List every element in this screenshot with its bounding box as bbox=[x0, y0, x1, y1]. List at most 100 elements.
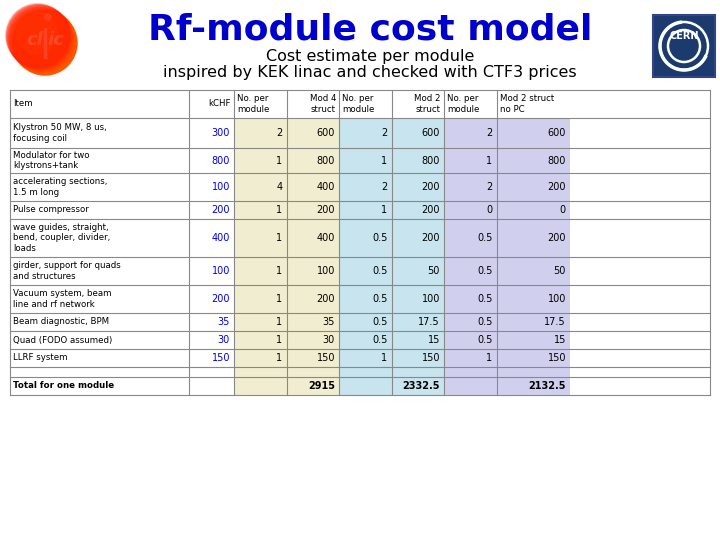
Text: 100: 100 bbox=[317, 266, 335, 276]
Text: ic: ic bbox=[47, 31, 64, 49]
Text: Quad (FODO assumed): Quad (FODO assumed) bbox=[13, 335, 112, 345]
Circle shape bbox=[10, 8, 73, 72]
Text: 200: 200 bbox=[547, 233, 566, 243]
Bar bbox=[10, 118, 189, 395]
Text: 200: 200 bbox=[421, 233, 440, 243]
Text: Total for one module: Total for one module bbox=[13, 381, 114, 390]
Bar bbox=[497, 90, 570, 118]
Text: Item: Item bbox=[13, 99, 32, 109]
Text: 0.5: 0.5 bbox=[372, 335, 387, 345]
Circle shape bbox=[22, 18, 44, 40]
Text: 600: 600 bbox=[548, 128, 566, 138]
Text: 600: 600 bbox=[422, 128, 440, 138]
Text: Rf-module cost model: Rf-module cost model bbox=[148, 13, 592, 47]
Text: Mod 2 struct
no PC: Mod 2 struct no PC bbox=[500, 94, 554, 114]
Circle shape bbox=[13, 11, 77, 75]
Text: 300: 300 bbox=[212, 128, 230, 138]
Text: 200: 200 bbox=[317, 205, 335, 215]
Text: Pulse compressor: Pulse compressor bbox=[13, 206, 89, 214]
Text: 400: 400 bbox=[212, 233, 230, 243]
Bar bbox=[189, 90, 234, 118]
Circle shape bbox=[12, 10, 76, 74]
Text: 15: 15 bbox=[554, 335, 566, 345]
Circle shape bbox=[13, 11, 77, 75]
Circle shape bbox=[9, 6, 72, 70]
Text: 0.5: 0.5 bbox=[372, 294, 387, 304]
Text: 2: 2 bbox=[486, 128, 492, 138]
Text: 0.5: 0.5 bbox=[372, 317, 387, 327]
Bar bbox=[392, 118, 444, 395]
Text: 4: 4 bbox=[276, 182, 282, 192]
Bar bbox=[234, 118, 287, 395]
Text: 1: 1 bbox=[276, 317, 282, 327]
Text: 2915: 2915 bbox=[308, 381, 335, 391]
Text: 50: 50 bbox=[554, 266, 566, 276]
Bar bbox=[392, 90, 444, 118]
Text: girder, support for quads
and structures: girder, support for quads and structures bbox=[13, 261, 121, 281]
Circle shape bbox=[12, 10, 76, 73]
Text: 2132.5: 2132.5 bbox=[528, 381, 566, 391]
Text: 150: 150 bbox=[547, 353, 566, 363]
Text: 15: 15 bbox=[428, 335, 440, 345]
Bar bbox=[287, 118, 339, 395]
Text: 800: 800 bbox=[422, 156, 440, 165]
Text: 150: 150 bbox=[317, 353, 335, 363]
Bar bbox=[444, 90, 497, 118]
Text: inspired by KEK linac and checked with CTF3 prices: inspired by KEK linac and checked with C… bbox=[163, 64, 577, 79]
Bar bbox=[287, 90, 339, 118]
Circle shape bbox=[7, 5, 71, 69]
Text: 0.5: 0.5 bbox=[372, 266, 387, 276]
Bar bbox=[497, 118, 570, 395]
Circle shape bbox=[9, 8, 73, 71]
Text: 1: 1 bbox=[276, 266, 282, 276]
Text: 200: 200 bbox=[421, 182, 440, 192]
Text: 50: 50 bbox=[428, 266, 440, 276]
Text: Beam diagnostic, BPM: Beam diagnostic, BPM bbox=[13, 318, 109, 327]
Text: Vacuum system, beam
line and rf network: Vacuum system, beam line and rf network bbox=[13, 289, 112, 309]
Text: LLRF system: LLRF system bbox=[13, 354, 68, 362]
Text: Mod 2
struct: Mod 2 struct bbox=[415, 94, 441, 114]
Text: Modulator for two
klystrons+tank: Modulator for two klystrons+tank bbox=[13, 151, 89, 170]
Text: 0.5: 0.5 bbox=[477, 294, 492, 304]
Circle shape bbox=[7, 5, 71, 69]
Text: CERN: CERN bbox=[670, 31, 698, 41]
Text: 0.5: 0.5 bbox=[477, 233, 492, 243]
Text: accelerating sections,
1.5 m long: accelerating sections, 1.5 m long bbox=[13, 177, 107, 197]
Text: 0.5: 0.5 bbox=[477, 266, 492, 276]
Text: cl: cl bbox=[26, 31, 43, 49]
Text: 2332.5: 2332.5 bbox=[402, 381, 440, 391]
Text: 800: 800 bbox=[212, 156, 230, 165]
Text: 1: 1 bbox=[276, 156, 282, 165]
Circle shape bbox=[12, 10, 76, 74]
Text: 200: 200 bbox=[547, 182, 566, 192]
Text: 200: 200 bbox=[212, 294, 230, 304]
Bar bbox=[234, 90, 287, 118]
Text: 150: 150 bbox=[421, 353, 440, 363]
Text: 1: 1 bbox=[276, 205, 282, 215]
Text: 1: 1 bbox=[276, 353, 282, 363]
Text: 35: 35 bbox=[323, 317, 335, 327]
Text: 200: 200 bbox=[212, 205, 230, 215]
Text: 800: 800 bbox=[548, 156, 566, 165]
Circle shape bbox=[11, 9, 75, 73]
Circle shape bbox=[13, 11, 76, 75]
Bar bbox=[189, 118, 234, 395]
Circle shape bbox=[10, 8, 74, 72]
Text: 1: 1 bbox=[487, 353, 492, 363]
Text: 800: 800 bbox=[317, 156, 335, 165]
Text: 0: 0 bbox=[487, 205, 492, 215]
Text: 150: 150 bbox=[212, 353, 230, 363]
Bar bbox=[653, 15, 715, 77]
Text: No. per
module: No. per module bbox=[237, 94, 269, 114]
Text: 1: 1 bbox=[487, 156, 492, 165]
Circle shape bbox=[9, 7, 73, 70]
Text: 17.5: 17.5 bbox=[544, 317, 566, 327]
Text: 1: 1 bbox=[382, 156, 387, 165]
Text: 35: 35 bbox=[217, 317, 230, 327]
Circle shape bbox=[45, 14, 51, 20]
Circle shape bbox=[16, 12, 58, 54]
Bar bbox=[10, 90, 189, 118]
Circle shape bbox=[9, 7, 73, 71]
Text: 600: 600 bbox=[317, 128, 335, 138]
Text: 400: 400 bbox=[317, 182, 335, 192]
